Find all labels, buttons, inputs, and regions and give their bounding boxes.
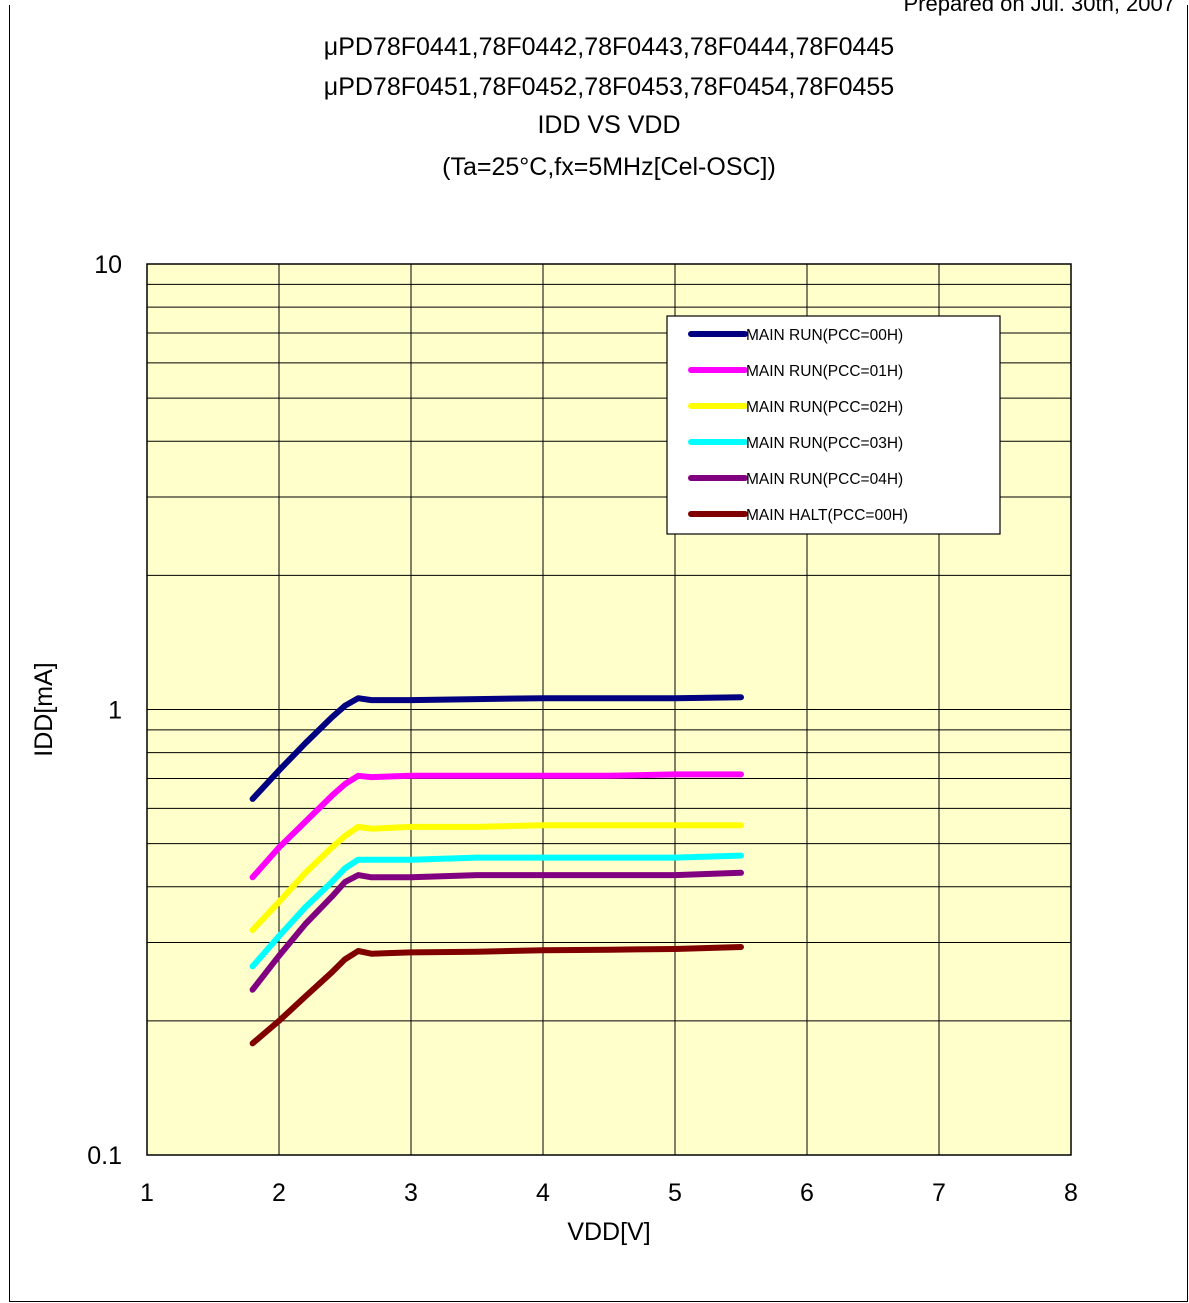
legend-entry: MAIN HALT(PCC=00H) xyxy=(746,507,908,524)
y-axis-label: IDD[mA] xyxy=(30,662,58,756)
legend-entry: MAIN RUN(PCC=03H) xyxy=(746,435,903,452)
x-tick-label: 8 xyxy=(1064,1179,1078,1207)
series-line xyxy=(249,944,744,1047)
prepared-note: Prepared on Jul. 30th, 2007 xyxy=(903,0,1175,16)
legend: MAIN RUN(PCC=00H) MAIN RUN(PCC=01H) MAIN R… xyxy=(666,315,1001,535)
x-tick-label: 6 xyxy=(800,1179,814,1207)
y-tick-label: 0.1 xyxy=(87,1142,122,1170)
series-line xyxy=(249,869,744,993)
chart-frame: Prepared on Jul. 30th, 2007 xyxy=(9,0,1188,1302)
x-tick-label: 7 xyxy=(932,1179,946,1207)
chart-title-line-4: (Ta=25°C,fx=5MHz[Cel-OSC]) xyxy=(442,153,776,181)
series-line xyxy=(249,822,744,933)
legend-entry: MAIN RUN(PCC=04H) xyxy=(746,471,903,488)
x-tick-label: 4 xyxy=(536,1179,550,1207)
axis-ticks: 1 2 3 4 5 6 7 8 10 1 0.1 xyxy=(87,251,1078,1207)
legend-entry: MAIN RUN(PCC=00H) xyxy=(746,327,903,344)
chart-title-line-3: IDD VS VDD xyxy=(537,111,681,139)
y-tick-label: 10 xyxy=(94,251,122,279)
legend-entry: MAIN RUN(PCC=01H) xyxy=(746,363,903,380)
x-tick-label: 5 xyxy=(668,1179,682,1207)
x-axis-label: VDD[V] xyxy=(567,1218,650,1246)
series-line xyxy=(249,771,744,881)
y-tick-label: 1 xyxy=(108,697,122,725)
legend-box xyxy=(666,315,1001,535)
chart-title-line-2: μPD78F0451,78F0452,78F0453,78F0454,78F04… xyxy=(323,73,895,101)
series-line xyxy=(249,694,744,802)
x-tick-label: 3 xyxy=(404,1179,418,1207)
x-tick-label: 1 xyxy=(140,1179,154,1207)
series-lines xyxy=(249,694,744,1047)
chart-title-line-1: μPD78F0441,78F0442,78F0443,78F0444,78F04… xyxy=(323,33,895,61)
series-line xyxy=(249,852,744,970)
legend-entry: MAIN RUN(PCC=02H) xyxy=(746,399,903,416)
plot-border xyxy=(146,263,1072,1156)
x-tick-label: 2 xyxy=(272,1179,286,1207)
